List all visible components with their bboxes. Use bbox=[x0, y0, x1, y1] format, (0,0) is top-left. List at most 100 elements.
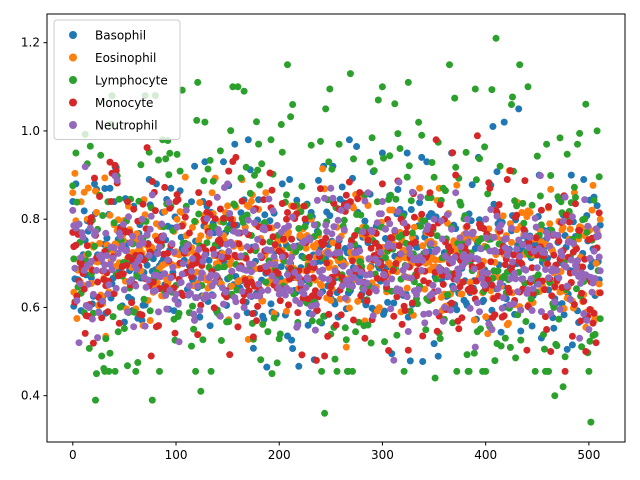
data-point bbox=[526, 233, 534, 241]
data-point bbox=[294, 309, 302, 317]
data-point bbox=[93, 370, 100, 378]
data-point bbox=[148, 178, 156, 185]
data-point bbox=[373, 198, 381, 206]
data-point bbox=[558, 252, 566, 260]
data-point bbox=[498, 304, 506, 312]
data-point bbox=[248, 310, 256, 318]
data-point bbox=[271, 261, 279, 268]
data-point bbox=[265, 195, 273, 203]
data-point bbox=[211, 278, 219, 286]
data-point bbox=[494, 267, 502, 275]
data-point bbox=[500, 118, 508, 126]
data-point bbox=[296, 300, 304, 308]
data-point bbox=[286, 176, 294, 183]
data-point bbox=[404, 346, 412, 354]
data-point bbox=[470, 265, 478, 273]
legend-item-basophil: Basophil bbox=[69, 29, 146, 43]
data-point bbox=[281, 291, 289, 299]
data-point bbox=[165, 198, 173, 206]
data-point bbox=[436, 201, 444, 209]
data-point bbox=[105, 367, 113, 375]
data-point bbox=[294, 321, 302, 329]
data-point bbox=[232, 153, 240, 161]
data-point bbox=[204, 165, 212, 173]
data-point bbox=[340, 216, 348, 224]
data-point bbox=[226, 273, 234, 281]
data-point bbox=[485, 179, 493, 187]
data-point bbox=[213, 193, 221, 201]
data-point bbox=[453, 367, 461, 375]
data-point bbox=[225, 318, 233, 326]
data-point bbox=[111, 161, 119, 169]
data-point bbox=[394, 130, 402, 138]
data-point bbox=[400, 219, 408, 227]
data-point bbox=[227, 215, 235, 223]
data-point bbox=[320, 274, 328, 282]
data-point bbox=[596, 289, 604, 297]
data-point bbox=[224, 225, 232, 233]
data-point bbox=[284, 61, 291, 69]
data-point bbox=[586, 337, 594, 345]
data-point bbox=[207, 367, 215, 375]
data-point bbox=[112, 284, 120, 292]
data-point bbox=[388, 234, 396, 242]
data-point bbox=[155, 308, 162, 316]
data-point bbox=[580, 176, 588, 183]
data-point bbox=[560, 311, 568, 319]
data-point bbox=[238, 287, 246, 295]
data-point bbox=[322, 234, 330, 242]
data-point bbox=[572, 200, 579, 208]
legend-marker bbox=[69, 121, 77, 129]
data-point bbox=[174, 300, 182, 308]
data-point bbox=[378, 180, 386, 188]
data-point bbox=[432, 275, 440, 283]
data-point bbox=[225, 167, 233, 175]
data-point bbox=[550, 251, 558, 259]
data-point bbox=[273, 359, 281, 367]
data-point bbox=[574, 140, 581, 148]
data-point bbox=[217, 337, 225, 344]
data-point bbox=[106, 158, 114, 166]
data-point bbox=[317, 185, 324, 193]
data-point bbox=[229, 241, 237, 249]
data-point bbox=[483, 234, 491, 242]
data-point bbox=[234, 323, 242, 331]
data-point bbox=[526, 209, 534, 216]
data-point bbox=[86, 224, 94, 232]
data-point bbox=[595, 253, 603, 261]
data-point bbox=[431, 374, 439, 382]
data-point bbox=[534, 280, 542, 288]
data-point bbox=[559, 383, 567, 391]
data-point bbox=[139, 200, 147, 208]
data-point bbox=[568, 332, 576, 340]
data-point bbox=[570, 183, 578, 191]
data-point bbox=[436, 335, 444, 343]
data-point bbox=[188, 198, 195, 206]
data-point bbox=[109, 254, 117, 262]
data-point bbox=[80, 207, 88, 215]
data-point bbox=[547, 309, 555, 317]
data-point bbox=[418, 210, 426, 218]
data-point bbox=[448, 225, 456, 233]
data-point bbox=[120, 325, 128, 332]
data-point bbox=[501, 334, 509, 342]
data-point bbox=[84, 280, 92, 288]
data-point bbox=[256, 181, 264, 189]
data-point bbox=[124, 308, 131, 316]
data-point bbox=[104, 308, 112, 316]
data-point bbox=[440, 304, 448, 311]
data-point bbox=[325, 310, 333, 318]
data-point bbox=[287, 287, 295, 295]
data-point bbox=[573, 245, 580, 253]
data-point bbox=[173, 223, 181, 231]
data-point bbox=[469, 228, 477, 236]
data-point bbox=[228, 267, 236, 275]
data-point bbox=[545, 367, 553, 375]
data-point bbox=[408, 188, 416, 196]
data-point bbox=[418, 267, 426, 274]
data-point bbox=[116, 232, 124, 240]
data-point bbox=[445, 272, 452, 280]
data-point bbox=[346, 242, 354, 250]
data-point bbox=[260, 196, 268, 204]
data-point bbox=[576, 129, 584, 137]
